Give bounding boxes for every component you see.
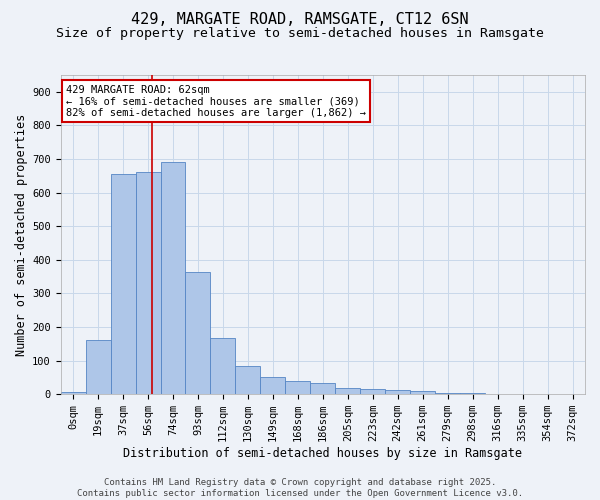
Bar <box>110 174 136 394</box>
Text: Contains HM Land Registry data © Crown copyright and database right 2025.
Contai: Contains HM Land Registry data © Crown c… <box>77 478 523 498</box>
Bar <box>460 393 485 394</box>
Bar <box>61 392 86 394</box>
Bar <box>385 390 410 394</box>
Bar <box>185 272 211 394</box>
Bar <box>136 172 161 394</box>
Bar <box>435 392 460 394</box>
Bar <box>335 388 360 394</box>
X-axis label: Distribution of semi-detached houses by size in Ramsgate: Distribution of semi-detached houses by … <box>124 447 523 460</box>
Bar <box>235 366 260 394</box>
Text: 429 MARGATE ROAD: 62sqm
← 16% of semi-detached houses are smaller (369)
82% of s: 429 MARGATE ROAD: 62sqm ← 16% of semi-de… <box>66 84 366 118</box>
Y-axis label: Number of semi-detached properties: Number of semi-detached properties <box>15 114 28 356</box>
Bar <box>211 338 235 394</box>
Text: Size of property relative to semi-detached houses in Ramsgate: Size of property relative to semi-detach… <box>56 28 544 40</box>
Bar <box>310 384 335 394</box>
Bar <box>360 389 385 394</box>
Bar <box>286 381 310 394</box>
Bar <box>86 340 110 394</box>
Bar <box>161 162 185 394</box>
Text: 429, MARGATE ROAD, RAMSGATE, CT12 6SN: 429, MARGATE ROAD, RAMSGATE, CT12 6SN <box>131 12 469 28</box>
Bar <box>410 391 435 394</box>
Bar <box>260 378 286 394</box>
